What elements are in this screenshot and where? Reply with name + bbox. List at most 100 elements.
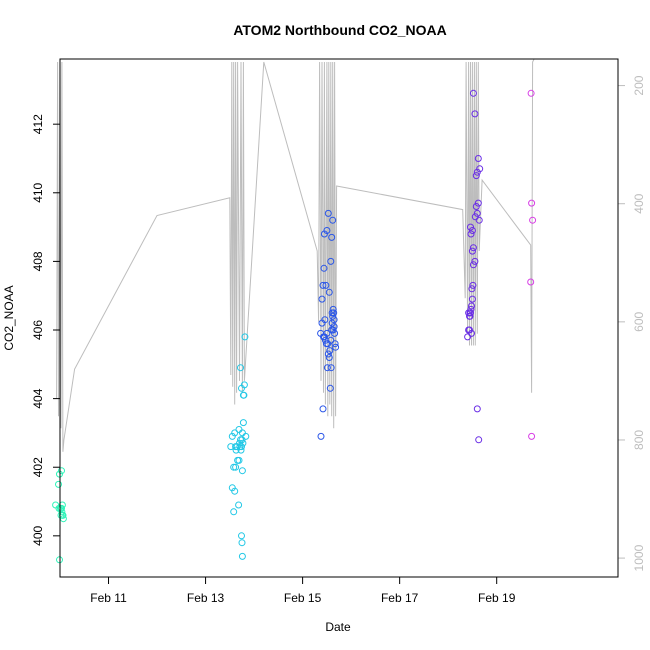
x-tick-label-3: Feb 17 — [381, 591, 419, 605]
y-tick-label-6: 412 — [31, 114, 45, 134]
data-point-s2-37 — [329, 326, 337, 334]
data-point-s2-28 — [332, 343, 340, 351]
data-point-s2-36 — [328, 309, 336, 317]
y-axis-label: CO2_NOAA — [2, 285, 16, 350]
data-point-s1-20 — [235, 501, 243, 509]
data-point-s1-27 — [242, 432, 250, 440]
y2-tick-label-1: 400 — [632, 193, 646, 213]
x-tick-label-1: Feb 13 — [187, 591, 225, 605]
x-tick-label-2: Feb 15 — [284, 591, 322, 605]
data-point-s1-34 — [232, 443, 240, 451]
x-tick-label-0: Feb 11 — [90, 591, 127, 605]
data-point-s0-4 — [58, 467, 65, 475]
data-point-s1-26 — [241, 333, 249, 341]
data-points-group — [52, 89, 537, 564]
data-point-s3-11 — [467, 223, 474, 231]
data-point-s3-16 — [472, 203, 480, 210]
data-point-s3-18 — [474, 199, 482, 207]
data-point-s3-31 — [465, 309, 473, 317]
data-point-s2-4 — [319, 281, 327, 289]
data-point-s3-27 — [467, 305, 475, 313]
x-axis-label: Date — [325, 620, 351, 634]
data-point-s4-3 — [527, 278, 535, 286]
data-point-s2-27 — [331, 340, 339, 348]
chart-title: ATOM2 Northbound CO2_NOAA — [233, 22, 446, 38]
data-point-s1-25 — [240, 381, 248, 389]
data-point-s3-0 — [464, 333, 472, 341]
y2-tick-label-0: 200 — [632, 75, 646, 95]
data-point-s2-40 — [320, 333, 327, 341]
data-point-s2-25 — [330, 316, 338, 324]
data-point-s3-9 — [469, 244, 477, 252]
data-point-s3-8 — [468, 247, 476, 255]
data-point-s1-24 — [240, 391, 248, 399]
data-point-s2-18 — [326, 347, 334, 355]
data-point-s1-31 — [238, 539, 246, 547]
data-point-s2-30 — [321, 336, 329, 344]
plot-border — [59, 58, 619, 578]
data-point-s2-31 — [322, 340, 330, 348]
data-point-s3-32 — [466, 312, 474, 320]
data-point-s2-0 — [317, 432, 325, 440]
data-point-s3-12 — [468, 227, 476, 234]
data-point-s1-22 — [237, 364, 244, 372]
y-tick-label-1: 402 — [31, 457, 45, 477]
y-tick-label-0: 400 — [31, 526, 45, 546]
data-point-s4-4 — [528, 432, 536, 440]
data-point-s4-1 — [528, 199, 536, 207]
data-point-s2-34 — [326, 384, 334, 392]
y-tick-label-3: 406 — [31, 320, 45, 340]
profile-track-line — [56, 58, 535, 452]
data-point-s2-7 — [323, 227, 331, 234]
data-point-s2-12 — [328, 233, 336, 241]
data-point-s2-5 — [320, 264, 328, 272]
data-point-s2-32 — [323, 364, 331, 372]
data-point-s4-0 — [527, 89, 535, 97]
data-point-s3-28 — [468, 295, 476, 303]
data-point-s2-33 — [324, 350, 332, 358]
data-point-s1-5 — [228, 432, 236, 440]
y2-tick-label-2: 600 — [632, 312, 646, 332]
profile-track-group — [56, 58, 535, 452]
data-point-s3-14 — [471, 257, 479, 265]
data-point-s3-6 — [468, 285, 476, 293]
data-point-s2-11 — [327, 257, 335, 265]
data-point-s2-39 — [318, 319, 326, 327]
data-point-s0-14 — [58, 504, 65, 512]
data-point-s1-29 — [238, 467, 246, 475]
data-point-s3-5 — [468, 302, 475, 310]
data-point-s3-13 — [469, 261, 477, 269]
data-point-s1-33 — [230, 463, 238, 471]
y-tick-label-4: 408 — [31, 251, 45, 271]
data-point-s3-23 — [476, 165, 484, 173]
data-point-s3-10 — [467, 230, 475, 238]
data-point-s2-13 — [329, 216, 337, 224]
data-point-s0-13 — [58, 511, 66, 519]
data-point-s2-10 — [325, 288, 333, 296]
data-point-s1-30 — [238, 532, 245, 540]
y-tick-label-5: 410 — [31, 182, 45, 202]
y2-tick-label-4: 1000 — [632, 544, 646, 571]
data-point-s1-18 — [239, 439, 247, 447]
data-point-s3-19 — [475, 216, 483, 224]
axes-group: Feb 11 Feb 13 Feb 15 Feb 17 Feb 19 400 402 404 4… — [31, 75, 646, 605]
data-point-s2-9 — [322, 281, 330, 289]
data-point-s0-11 — [58, 508, 66, 516]
data-point-s3-30 — [475, 436, 483, 444]
data-point-s3-4 — [467, 309, 474, 317]
data-point-s3-22 — [474, 155, 482, 162]
data-point-s1-1 — [230, 508, 238, 516]
data-point-s2-21 — [328, 319, 336, 327]
y2-tick-label-3: 800 — [632, 430, 646, 450]
data-point-s3-15 — [471, 213, 479, 221]
x-tick-label-4: Feb 19 — [478, 591, 516, 605]
data-point-s2-38 — [330, 323, 338, 331]
data-point-s3-7 — [469, 281, 477, 289]
data-point-s3-25 — [469, 89, 477, 97]
data-point-s1-10 — [235, 456, 243, 464]
y-tick-label-2: 404 — [31, 388, 45, 408]
data-point-s2-23 — [329, 305, 337, 313]
data-point-s4-2 — [529, 216, 537, 224]
